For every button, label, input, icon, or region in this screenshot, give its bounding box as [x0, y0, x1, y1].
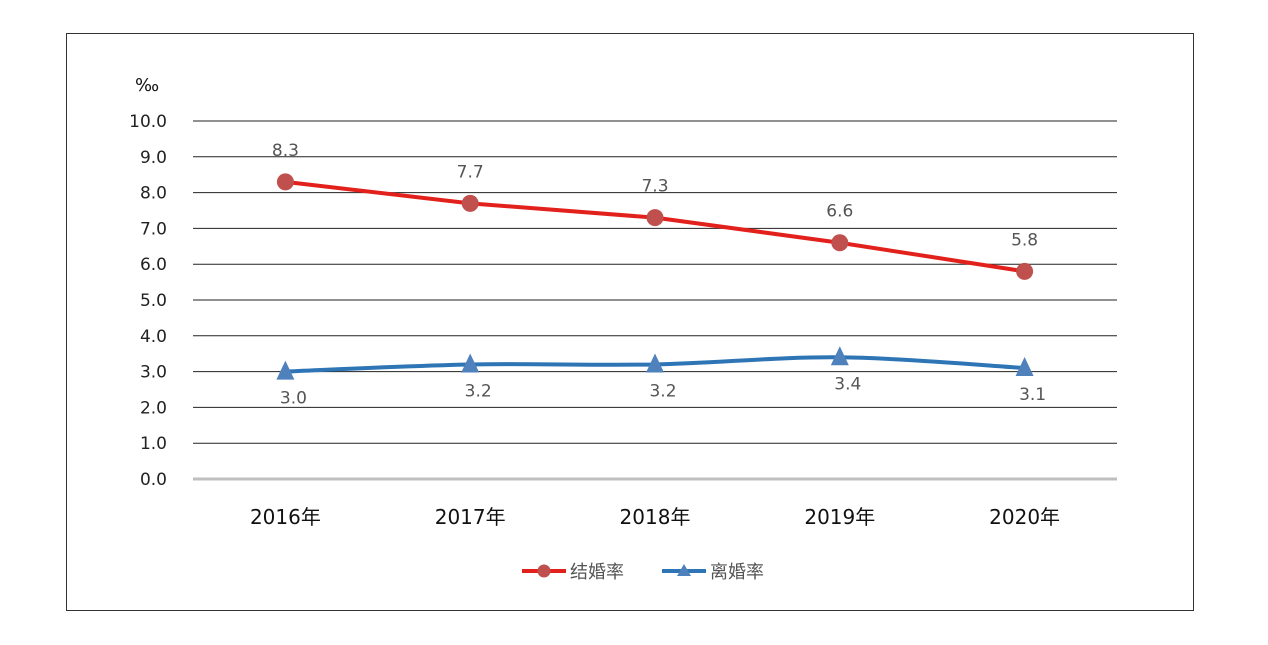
series-2: 3.0 3.2 3.2 3.4 3.1: [276, 346, 1046, 409]
data-point: [1015, 357, 1034, 377]
data-label: 7.3: [641, 177, 668, 197]
line-chart: ‰ 0.0 1.0 2.0 3.0 4.0 5.0 6.0 7.0 8.0 9.0 10.0 201…: [129, 75, 1117, 583]
grid-lines: [193, 120, 1117, 481]
data-label: 3.2: [649, 381, 676, 401]
legend-item: 离婚率: [662, 562, 764, 583]
data-point: [461, 353, 480, 373]
data-label: 6.6: [826, 202, 853, 222]
series-group: 8.3 7.7 7.3 6.6 5.8 3.0 3.2 3.2 3.4 3.1: [272, 141, 1046, 409]
y-tick-label: 10.0: [129, 112, 167, 132]
x-tick-label: 2019年: [804, 505, 875, 529]
legend-marker: [677, 564, 691, 576]
data-point: [1016, 262, 1034, 280]
chart-frame: ‰ 0.0 1.0 2.0 3.0 4.0 5.0 6.0 7.0 8.0 9.0 10.0 201…: [66, 33, 1194, 611]
y-tick-label: 5.0: [140, 291, 167, 311]
x-tick-label: 2016年: [250, 505, 321, 529]
y-tick-label: 4.0: [140, 327, 167, 347]
data-point: [831, 234, 849, 252]
data-point: [276, 173, 294, 191]
data-point: [276, 360, 295, 380]
data-label: 5.8: [1011, 230, 1038, 250]
legend: 结婚率 离婚率: [522, 562, 764, 583]
data-label: 3.1: [1019, 385, 1046, 405]
legend-label: 结婚率: [570, 562, 624, 583]
y-tick-label: 0.0: [140, 470, 167, 490]
data-point: [830, 346, 849, 366]
y-tick-label: 1.0: [140, 434, 167, 454]
data-label: 3.4: [834, 374, 861, 394]
data-label: 7.7: [457, 162, 484, 182]
x-tick-label: 2017年: [435, 505, 506, 529]
data-label: 3.2: [465, 381, 492, 401]
data-point: [646, 353, 664, 373]
legend-item: 结婚率: [522, 562, 624, 583]
legend-marker: [537, 564, 551, 578]
data-point: [646, 209, 664, 227]
series-1: 8.3 7.7 7.3 6.6 5.8: [272, 141, 1038, 280]
y-tick-label: 9.0: [140, 148, 167, 168]
data-point: [461, 194, 479, 212]
data-label: 3.0: [280, 389, 307, 409]
y-tick-label: 3.0: [140, 363, 167, 383]
y-unit-label: ‰: [135, 75, 159, 96]
x-tick-label: 2018年: [620, 505, 691, 529]
data-label: 8.3: [272, 141, 299, 161]
y-tick-label: 8.0: [140, 184, 167, 204]
x-tick-label: 2020年: [989, 505, 1060, 529]
y-tick-label: 7.0: [140, 219, 167, 239]
y-tick-label: 2.0: [140, 398, 167, 418]
x-axis-ticks: 2016年 2017年 2018年 2019年 2020年: [250, 505, 1060, 529]
y-tick-label: 6.0: [140, 255, 167, 275]
legend-label: 离婚率: [710, 562, 764, 583]
y-axis-ticks: 0.0 1.0 2.0 3.0 4.0 5.0 6.0 7.0 8.0 9.0 10.0: [129, 112, 167, 490]
